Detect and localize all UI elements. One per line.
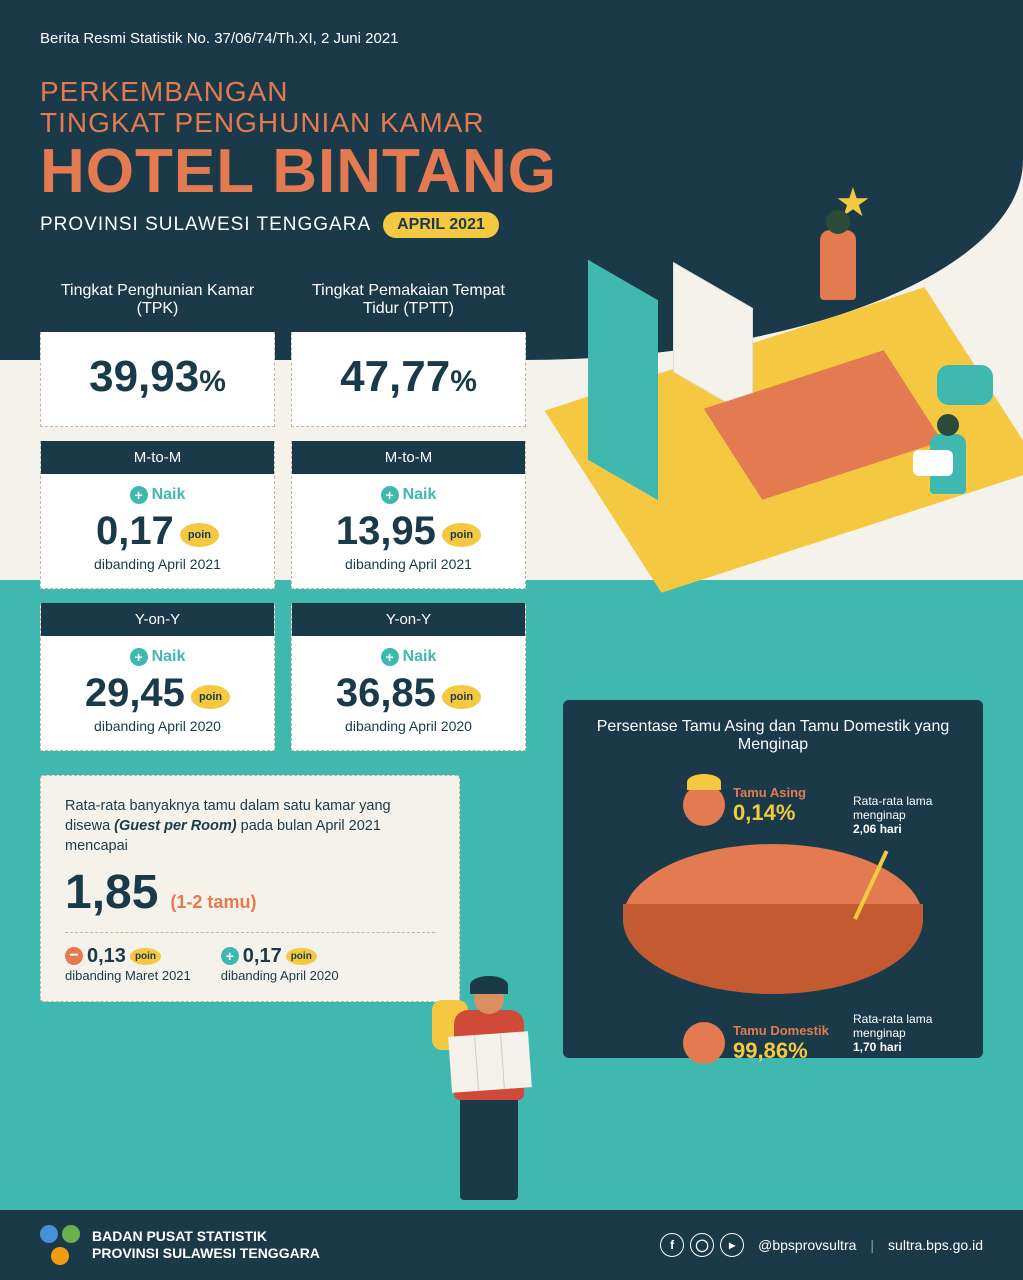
gpr-compare-a: −0,13poin dibanding Maret 2021 bbox=[65, 945, 191, 983]
tpk-yony: Y-on-Y +Naik 29,45poin dibanding April 2… bbox=[40, 603, 275, 751]
tpk-mtom: M-to-M +Naik 0,17poin dibanding April 20… bbox=[40, 441, 275, 589]
footer: BADAN PUSAT STATISTIK PROVINSI SULAWESI … bbox=[0, 1210, 1023, 1280]
gpr-value: 1,85 bbox=[65, 865, 158, 920]
period-pill: APRIL 2021 bbox=[383, 212, 499, 238]
guest-origin-panel: Persentase Tamu Asing dan Tamu Domestik … bbox=[563, 700, 983, 1058]
title-line2: TINGKAT PENGHUNIAN KAMAR bbox=[40, 108, 983, 139]
website-url: sultra.bps.go.id bbox=[888, 1237, 983, 1253]
province-label: PROVINSI SULAWESI TENGGARA bbox=[40, 214, 371, 236]
plus-icon: + bbox=[130, 648, 148, 666]
plus-icon: + bbox=[221, 947, 239, 965]
gpr-desc: Rata-rata banyaknya tamu dalam satu kama… bbox=[65, 796, 435, 857]
bps-logo-icon bbox=[40, 1225, 80, 1265]
plus-icon: + bbox=[130, 486, 148, 504]
social-handle: @bpsprovsultra bbox=[758, 1237, 856, 1253]
plus-icon: + bbox=[381, 648, 399, 666]
gpr-compare-b: +0,17poin dibanding April 2020 bbox=[221, 945, 339, 983]
tptt-label: Tingkat Pemakaian Tempat Tidur (TPTT) bbox=[291, 268, 526, 332]
title-line1: PERKEMBANGAN bbox=[40, 77, 983, 108]
facebook-icon: f bbox=[660, 1233, 684, 1257]
domestic-tourist-icon bbox=[683, 1022, 725, 1064]
publication-ref: Berita Resmi Statistik No. 37/06/74/Th.X… bbox=[40, 30, 983, 47]
social-icons: f ◯ ▸ bbox=[660, 1233, 744, 1257]
pie-chart: Tamu Asing 0,14% Rata-rata lama menginap… bbox=[583, 784, 963, 1034]
plus-icon: + bbox=[381, 486, 399, 504]
traveler-illustration bbox=[420, 940, 560, 1200]
tpk-label: Tingkat Penghunian Kamar (TPK) bbox=[40, 268, 275, 332]
title-block: PERKEMBANGAN TINGKAT PENGHUNIAN KAMAR HO… bbox=[40, 77, 983, 238]
minus-icon: − bbox=[65, 947, 83, 965]
tpk-column: Tingkat Penghunian Kamar (TPK) 39,93% M-… bbox=[40, 268, 275, 751]
foreign-avg-stay: Rata-rata lama menginap2,06 hari bbox=[853, 794, 963, 836]
domestic-avg-stay: Rata-rata lama menginap1,70 hari bbox=[853, 1012, 963, 1054]
panel-title: Persentase Tamu Asing dan Tamu Domestik … bbox=[583, 718, 963, 754]
youtube-icon: ▸ bbox=[720, 1233, 744, 1257]
tptt-value: 47,77% bbox=[340, 352, 477, 401]
tpk-value: 39,93% bbox=[89, 352, 226, 401]
tptt-mtom: M-to-M +Naik 13,95poin dibanding April 2… bbox=[291, 441, 526, 589]
org-name: BADAN PUSAT STATISTIK PROVINSI SULAWESI … bbox=[92, 1228, 320, 1262]
foreign-tourist-icon bbox=[683, 784, 725, 826]
instagram-icon: ◯ bbox=[690, 1233, 714, 1257]
gpr-note: (1-2 tamu) bbox=[170, 892, 256, 913]
guest-per-room-box: Rata-rata banyaknya tamu dalam satu kama… bbox=[40, 775, 460, 1002]
tptt-yony: Y-on-Y +Naik 36,85poin dibanding April 2… bbox=[291, 603, 526, 751]
title-main: HOTEL BINTANG bbox=[40, 139, 983, 204]
tptt-column: Tingkat Pemakaian Tempat Tidur (TPTT) 47… bbox=[291, 268, 526, 751]
